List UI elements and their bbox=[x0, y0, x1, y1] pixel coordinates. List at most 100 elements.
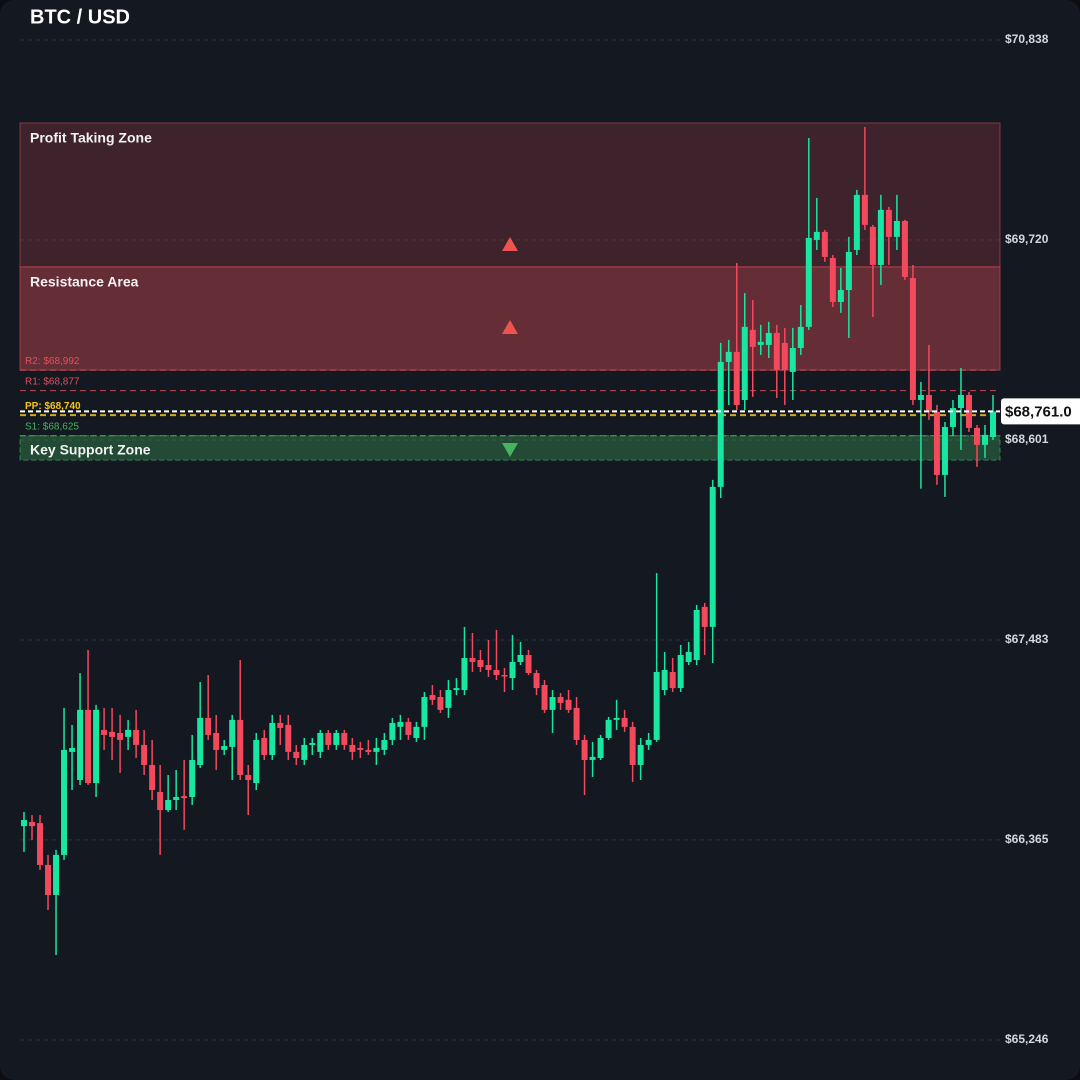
zone bbox=[19, 266, 1001, 371]
candle-body bbox=[117, 732, 124, 740]
y-tick-label: $68,601 bbox=[1005, 432, 1049, 446]
candle-body bbox=[990, 411, 996, 437]
candle-body bbox=[405, 721, 412, 735]
candle-body bbox=[637, 744, 644, 765]
candle-body bbox=[349, 744, 356, 752]
candle-body bbox=[397, 721, 404, 727]
candle-body bbox=[333, 732, 340, 745]
candle-body bbox=[445, 690, 452, 708]
candle-body bbox=[949, 408, 956, 427]
candle-body bbox=[845, 251, 852, 290]
candle-body bbox=[301, 744, 308, 760]
candle-body bbox=[285, 724, 292, 752]
candle-body bbox=[909, 278, 916, 400]
candle-body bbox=[837, 290, 844, 302]
candle-body bbox=[893, 220, 900, 237]
level-label: R1: $68,877 bbox=[25, 376, 80, 387]
candle-body bbox=[973, 427, 980, 445]
candle-body bbox=[613, 717, 620, 720]
arrow-up bbox=[502, 320, 518, 334]
candle-body bbox=[293, 751, 300, 758]
y-tick-label: $70,838 bbox=[1005, 32, 1049, 46]
chart-title: BTC / USD bbox=[30, 6, 130, 28]
y-tick-label: $66,365 bbox=[1005, 832, 1049, 846]
candle-body bbox=[125, 729, 132, 737]
candle-body bbox=[669, 671, 676, 689]
candle-body bbox=[61, 749, 68, 855]
candle-body bbox=[101, 729, 108, 735]
candle-body bbox=[805, 237, 812, 327]
candle-body bbox=[149, 764, 156, 790]
candle-body bbox=[645, 739, 652, 745]
candle-body bbox=[373, 747, 380, 752]
candle-body bbox=[701, 606, 708, 627]
current-price-box bbox=[1001, 398, 1080, 425]
candle-body bbox=[573, 707, 580, 740]
candle-body bbox=[869, 226, 876, 265]
candle-body bbox=[741, 326, 748, 400]
candle-body bbox=[653, 671, 660, 740]
y-tick-label: $65,246 bbox=[1005, 1032, 1049, 1046]
candle-body bbox=[589, 756, 596, 760]
candle-body bbox=[789, 347, 796, 372]
candle-body bbox=[885, 209, 892, 237]
candle-body bbox=[53, 854, 60, 895]
y-tick-label: $69,720 bbox=[1005, 232, 1049, 246]
candle-body bbox=[45, 864, 52, 895]
candle-body bbox=[757, 341, 764, 345]
candle-body bbox=[517, 654, 524, 662]
candle-body bbox=[317, 732, 324, 752]
candle-body bbox=[597, 737, 604, 758]
zone-label: Key Support Zone bbox=[30, 442, 151, 458]
candle-body bbox=[189, 759, 196, 797]
candle-body bbox=[557, 697, 564, 703]
candle-body bbox=[261, 737, 268, 755]
candle-body bbox=[829, 257, 836, 302]
candle-body bbox=[501, 675, 508, 677]
candle-body bbox=[413, 726, 420, 738]
candle-body bbox=[365, 749, 372, 752]
candle-body bbox=[549, 697, 556, 710]
candle-body bbox=[141, 744, 148, 765]
candle-body bbox=[469, 658, 476, 662]
candle-body bbox=[109, 731, 116, 737]
candle-body bbox=[357, 747, 364, 750]
candle-body bbox=[533, 673, 540, 689]
candle-body bbox=[685, 651, 692, 662]
candle-body bbox=[853, 194, 860, 250]
candle-body bbox=[133, 729, 140, 745]
arrow-down bbox=[502, 443, 518, 457]
candle-body bbox=[605, 719, 612, 738]
candle-body bbox=[621, 717, 628, 727]
level-label: R2: $68,992 bbox=[25, 356, 80, 367]
candle-body bbox=[717, 361, 724, 487]
candle-body bbox=[389, 722, 396, 740]
candle-body bbox=[309, 742, 316, 745]
candle-body bbox=[21, 820, 27, 827]
candle-body bbox=[813, 231, 820, 240]
candle-body bbox=[205, 717, 212, 735]
candle-body bbox=[877, 209, 884, 265]
candle-body bbox=[181, 796, 188, 799]
candle-body bbox=[85, 709, 92, 784]
candle-body bbox=[781, 342, 788, 370]
candle-body bbox=[93, 709, 100, 784]
candle-body bbox=[925, 394, 932, 412]
candle-body bbox=[677, 654, 684, 689]
candle-body bbox=[565, 699, 572, 710]
candle-body bbox=[581, 739, 588, 760]
candle-body bbox=[29, 822, 36, 827]
candle-body bbox=[733, 351, 740, 405]
candle-body bbox=[173, 796, 180, 801]
candle-body bbox=[861, 194, 868, 225]
candle-body bbox=[941, 426, 948, 475]
candle-body bbox=[237, 719, 244, 775]
candle-body bbox=[693, 609, 700, 660]
candle-body bbox=[709, 486, 716, 627]
candle-body bbox=[749, 329, 756, 347]
candle-body bbox=[381, 739, 388, 750]
candle-body bbox=[725, 351, 732, 362]
zone-label: Profit Taking Zone bbox=[30, 130, 152, 146]
candle-body bbox=[525, 654, 532, 674]
y-tick-label: $67,483 bbox=[1005, 632, 1049, 646]
